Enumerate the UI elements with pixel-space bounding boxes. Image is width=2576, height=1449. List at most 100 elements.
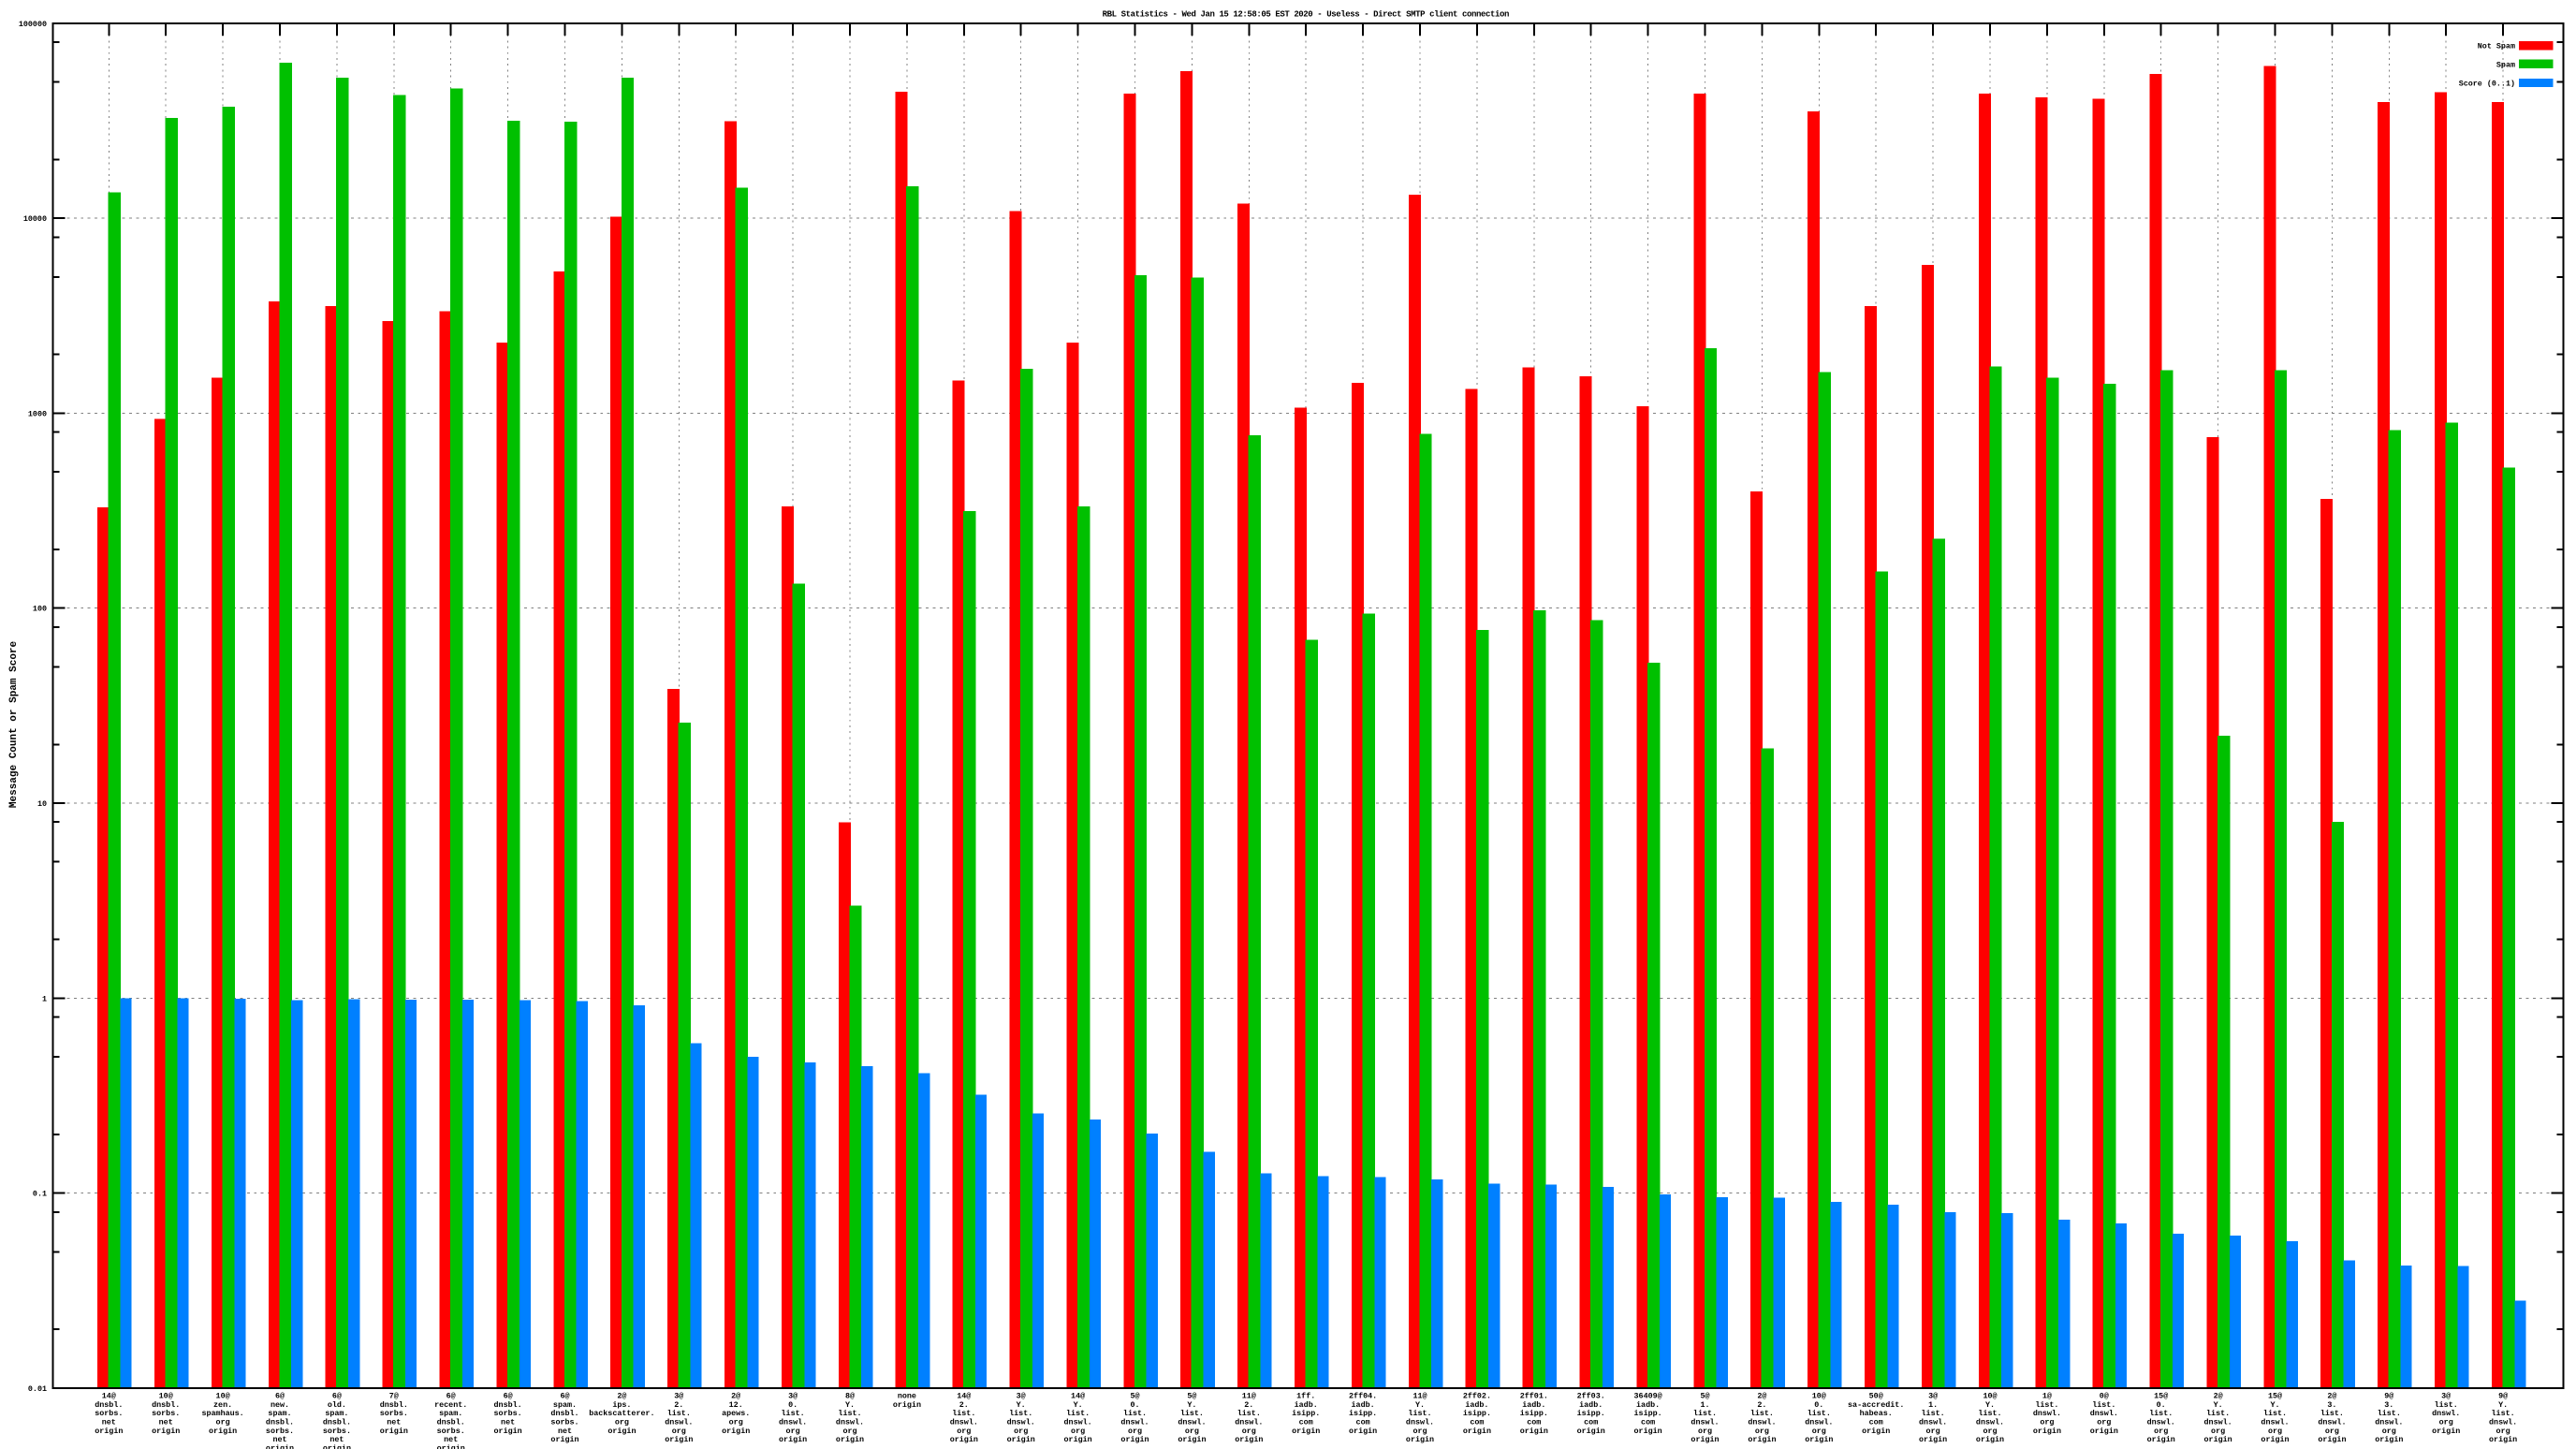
svg-text:7@: 7@ [389, 1392, 399, 1401]
svg-text:dnswl.: dnswl. [2033, 1409, 2061, 1418]
svg-text:sorbs.: sorbs. [323, 1427, 351, 1436]
svg-text:org: org [842, 1427, 856, 1436]
svg-text:3@: 3@ [788, 1392, 798, 1401]
svg-text:origin: origin [2033, 1427, 2061, 1436]
svg-text:org: org [1412, 1427, 1427, 1436]
svg-text:list.: list. [1066, 1409, 1090, 1418]
svg-text:3@: 3@ [1928, 1392, 1938, 1401]
svg-text:com: com [1584, 1418, 1598, 1427]
svg-text:com: com [1527, 1418, 1541, 1427]
svg-text:org: org [2496, 1427, 2510, 1436]
svg-text:Y.: Y. [2214, 1400, 2223, 1410]
svg-text:11@: 11@ [1242, 1392, 1256, 1401]
svg-text:org: org [957, 1427, 971, 1436]
svg-text:list.: list. [1978, 1409, 2001, 1418]
svg-text:Y.: Y. [2498, 1400, 2508, 1410]
svg-text:isipp.: isipp. [1292, 1409, 1320, 1418]
svg-text:Y.: Y. [1187, 1400, 1196, 1410]
svg-text:dnswl.: dnswl. [2261, 1418, 2289, 1427]
svg-text:isipp.: isipp. [1463, 1409, 1491, 1418]
svg-text:50@: 50@ [1869, 1392, 1883, 1401]
svg-text:1ff.: 1ff. [1296, 1392, 1315, 1401]
svg-text:org: org [2439, 1418, 2453, 1427]
svg-text:org: org [1926, 1427, 1940, 1436]
svg-text:list.: list. [2092, 1400, 2115, 1410]
svg-text:origin: origin [494, 1427, 522, 1436]
svg-text:old.: old. [328, 1400, 346, 1410]
svg-text:list.: list. [2378, 1409, 2401, 1418]
svg-text:sorbs.: sorbs. [95, 1409, 123, 1418]
svg-text:2.: 2. [1244, 1400, 1253, 1410]
svg-text:dnswl.: dnswl. [1690, 1418, 1719, 1427]
svg-text:11@: 11@ [1412, 1392, 1427, 1401]
svg-text:10: 10 [37, 799, 47, 809]
svg-text:org: org [1812, 1427, 1826, 1436]
svg-text:dnswl.: dnswl. [2432, 1409, 2460, 1418]
svg-text:origin: origin [1577, 1427, 1605, 1436]
svg-text:org: org [1755, 1427, 1769, 1436]
svg-text:dnswl.: dnswl. [1178, 1418, 1206, 1427]
svg-text:2ff04.: 2ff04. [1349, 1392, 1377, 1401]
svg-text:5@: 5@ [1700, 1392, 1709, 1401]
svg-text:com: com [1299, 1418, 1313, 1427]
svg-text:list.: list. [1808, 1409, 1831, 1418]
svg-text:org: org [1185, 1427, 1199, 1436]
svg-text:Score (0..1): Score (0..1) [2459, 80, 2515, 89]
svg-text:origin: origin [1007, 1435, 1035, 1444]
svg-text:list.: list. [1693, 1409, 1717, 1418]
svg-text:list.: list. [1009, 1409, 1032, 1418]
svg-text:0.: 0. [1814, 1400, 1823, 1410]
svg-text:net: net [558, 1427, 572, 1436]
svg-text:origin: origin [893, 1400, 921, 1410]
svg-text:8@: 8@ [845, 1392, 855, 1401]
svg-text:isipp.: isipp. [1349, 1409, 1377, 1418]
svg-text:origin: origin [1349, 1427, 1377, 1436]
svg-text:net: net [501, 1418, 515, 1427]
svg-text:9@: 9@ [2498, 1392, 2508, 1401]
svg-text:2ff02.: 2ff02. [1463, 1392, 1491, 1401]
svg-text:dnswl.: dnswl. [1805, 1418, 1833, 1427]
svg-text:origin: origin [2489, 1435, 2517, 1444]
svg-text:Y.: Y. [1415, 1400, 1425, 1410]
svg-text:1@: 1@ [2042, 1392, 2052, 1401]
svg-text:3@: 3@ [2441, 1392, 2451, 1401]
svg-text:origin: origin [1690, 1435, 1719, 1444]
svg-text:org: org [615, 1418, 629, 1427]
svg-text:sorbs.: sorbs. [550, 1418, 578, 1427]
svg-text:origin: origin [2147, 1435, 2175, 1444]
svg-text:9@: 9@ [2384, 1392, 2393, 1401]
svg-text:list.: list. [2492, 1409, 2515, 1418]
svg-text:iadb.: iadb. [1636, 1400, 1660, 1410]
svg-text:isipp.: isipp. [1634, 1409, 1662, 1418]
svg-text:2@: 2@ [731, 1392, 740, 1401]
svg-text:Not Spam: Not Spam [2478, 42, 2515, 51]
svg-text:dnswl.: dnswl. [2489, 1418, 2517, 1427]
svg-text:net: net [329, 1435, 344, 1444]
svg-text:100000: 100000 [19, 20, 47, 29]
svg-text:origin: origin [1919, 1435, 1947, 1444]
svg-text:origin: origin [665, 1435, 693, 1444]
svg-text:10@: 10@ [216, 1392, 230, 1401]
svg-text:15@: 15@ [2154, 1392, 2168, 1401]
svg-text:list.: list. [2435, 1400, 2458, 1410]
svg-text:dnswl.: dnswl. [2147, 1418, 2175, 1427]
svg-text:origin: origin [1178, 1435, 1206, 1444]
svg-text:list.: list. [2263, 1409, 2287, 1418]
svg-text:12.: 12. [729, 1400, 743, 1410]
svg-text:dnsbl.: dnsbl. [437, 1418, 465, 1427]
svg-text:10@: 10@ [159, 1392, 173, 1401]
svg-text:5@: 5@ [1187, 1392, 1196, 1401]
svg-text:sa-accredit.: sa-accredit. [1848, 1400, 1904, 1410]
svg-text:origin: origin [607, 1427, 636, 1436]
svg-text:org: org [786, 1427, 800, 1436]
svg-text:2@: 2@ [2327, 1392, 2336, 1401]
svg-text:1000: 1000 [28, 409, 47, 418]
svg-text:origin: origin [1976, 1435, 2004, 1444]
svg-text:14@: 14@ [1071, 1392, 1085, 1401]
svg-text:list.: list. [838, 1409, 861, 1418]
svg-text:dnsbl.: dnsbl. [380, 1400, 408, 1410]
svg-text:zen.: zen. [213, 1400, 232, 1410]
svg-text:spam.: spam. [439, 1409, 462, 1418]
svg-text:list.: list. [1237, 1409, 1261, 1418]
svg-text:dnsbl.: dnsbl. [95, 1400, 123, 1410]
